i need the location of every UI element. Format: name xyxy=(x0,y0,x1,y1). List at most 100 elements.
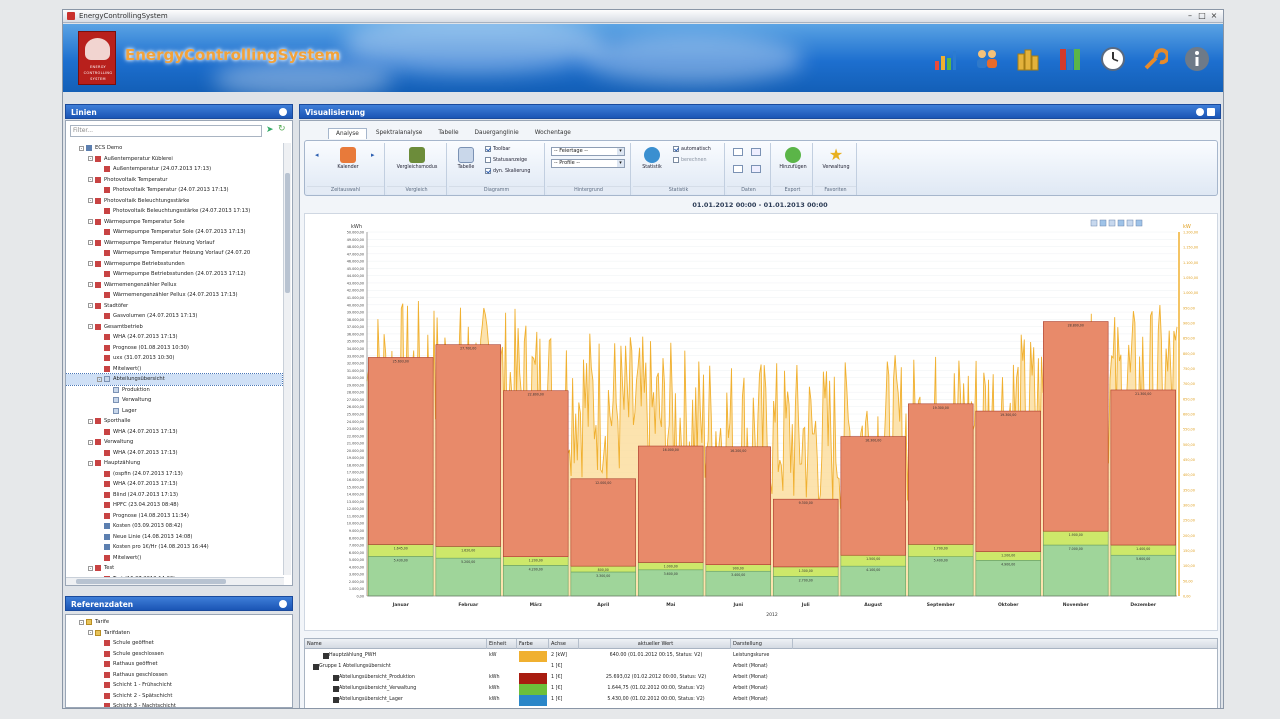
linien-tree-item[interactable]: Neue Linie (14.08.2013 14:08) xyxy=(66,532,282,543)
linien-tree-item[interactable]: - Wärmepumpe Temperatur Heizung Vorlauf xyxy=(66,238,282,249)
table-row[interactable]: Gruppe 1 Abteilungsübersicht 1 [€] Arbeit … xyxy=(305,662,1217,673)
referenzdaten-tree-item[interactable]: Rathaus geöffnet xyxy=(66,659,282,670)
col-name[interactable]: Name xyxy=(305,639,487,649)
linien-tree-item[interactable]: Wärmepumpe Temperatur Sole (24.07.2013 1… xyxy=(66,227,282,238)
linien-tree-item[interactable]: (ospfin (24.07.2013 17:13) xyxy=(66,469,282,480)
tab-wochentage[interactable]: Wochentage xyxy=(534,130,571,136)
panel-maximize-icon[interactable] xyxy=(1207,108,1215,116)
col-darstellung[interactable]: Darstellung xyxy=(731,639,793,649)
linien-tree-item[interactable]: Außentemperatur (24.07.2013 17:13) xyxy=(66,164,282,175)
coins-icon[interactable] xyxy=(1015,44,1043,74)
linien-tree-item[interactable]: HPFC (23.04.2013 08:48) xyxy=(66,500,282,511)
linien-tree-item[interactable]: Wärmepumpe Temperatur Heizung Vorlauf (2… xyxy=(66,248,282,259)
tab-spektralanalyse[interactable]: Spektralanalyse xyxy=(375,130,423,136)
linien-tree-item[interactable]: Mitelwert() xyxy=(66,364,282,375)
filter-go-icon[interactable]: ➤ xyxy=(266,125,274,135)
col-farbe[interactable]: Farbe xyxy=(517,639,549,649)
save-icon[interactable] xyxy=(751,165,761,173)
linien-tree-item[interactable]: Kosten (03.09.2013 08:42) xyxy=(66,521,282,532)
linien-tree-item[interactable]: Prognose (01.08.2013 10:30) xyxy=(66,343,282,354)
vergleichsmodus-button[interactable]: Vergleichsmodus xyxy=(391,147,443,170)
paste-icon[interactable] xyxy=(751,148,761,156)
linien-tree-item[interactable]: Wärmemengenzähler Pellux (24.07.2013 17:… xyxy=(66,290,282,301)
tab-tabelle[interactable]: Tabelle xyxy=(438,130,459,136)
feiertage-select[interactable]: -- Feiertage -- xyxy=(551,147,625,156)
linien-tree-item[interactable]: - Test xyxy=(66,563,282,574)
filter-input[interactable]: Filter... xyxy=(70,125,262,137)
pan-icon[interactable] xyxy=(1108,219,1116,227)
linien-tree-item[interactable]: - Photovoltaik Temperatur xyxy=(66,175,282,186)
expand-toggle-icon[interactable]: - xyxy=(88,418,93,424)
visibility-checkbox[interactable] xyxy=(313,664,319,670)
col-achse[interactable]: Achse xyxy=(549,639,579,649)
profile-select[interactable]: -- Profile -- xyxy=(551,159,625,168)
color-swatch[interactable] xyxy=(519,695,547,706)
table-row[interactable]: Hauptzählung_PWH kW 2 [kW] 640.00 (01.01.20… xyxy=(305,651,1217,662)
expand-toggle-icon[interactable]: - xyxy=(88,324,93,330)
maximize-icon[interactable]: □ xyxy=(1198,11,1206,20)
energy-chart[interactable]: 0,00 1.000,00 2.000,00 3.000,00 4.000,00 5.00… xyxy=(305,214,1217,630)
expand-toggle-icon[interactable]: - xyxy=(88,630,93,636)
close-icon[interactable]: × xyxy=(1210,11,1218,20)
expand-toggle-icon[interactable]: - xyxy=(79,619,84,625)
dyn-skalierung-checkbox[interactable]: dyn. Skalierung xyxy=(485,168,530,174)
zoom-out-icon[interactable] xyxy=(1099,219,1107,227)
referenzdaten-tree-item[interactable]: Schicht 2 - Spätschicht xyxy=(66,691,282,702)
col-einheit[interactable]: Einheit xyxy=(487,639,517,649)
expand-toggle-icon[interactable]: - xyxy=(88,565,93,571)
linien-tree-item[interactable]: - Abteilungsübersicht xyxy=(66,373,283,386)
panel-pin-icon[interactable] xyxy=(1196,108,1204,116)
referenzdaten-tree-item[interactable]: Schicht 3 - Nachtschicht xyxy=(66,701,282,707)
zoom-in-icon[interactable] xyxy=(1090,219,1098,227)
automatisch-checkbox[interactable]: automatisch xyxy=(673,146,711,152)
linien-tree-item[interactable]: - Sporthalle xyxy=(66,416,282,427)
refresh-icon[interactable]: ↻ xyxy=(278,124,286,134)
color-swatch[interactable] xyxy=(519,673,547,684)
linien-tree-item[interactable]: - Stadtöfer xyxy=(66,301,282,312)
tab-dauerganglinie[interactable]: Dauerganglinie xyxy=(474,130,519,136)
visibility-checkbox[interactable] xyxy=(333,697,339,703)
info-icon[interactable] xyxy=(1183,44,1211,74)
linien-tree-item[interactable]: WHA (24.07.2013 17:13) xyxy=(66,427,282,438)
people-icon[interactable] xyxy=(973,44,1001,74)
tree-horizontal-scrollbar[interactable] xyxy=(66,577,284,585)
referenzdaten-tree-item[interactable]: - Tarifdaten xyxy=(66,628,282,639)
linien-tree-item[interactable]: - Photovoltaik Beleuchtungsstärke xyxy=(66,196,282,207)
expand-toggle-icon[interactable]: - xyxy=(88,240,93,246)
linien-tree-item[interactable]: Kosten pro 1€/Hr (14.08.2013 16:44) xyxy=(66,542,282,553)
linien-tree-item[interactable]: Lager xyxy=(66,406,282,417)
tree-vertical-scrollbar[interactable] xyxy=(283,143,291,575)
linien-tree-item[interactable]: WHA (24.07.2013 17:13) xyxy=(66,448,282,459)
binders-icon[interactable] xyxy=(1057,44,1085,74)
linien-tree-item[interactable]: Gasvolumen (24.07.2013 17:13) xyxy=(66,311,282,322)
referenzdaten-tree-item[interactable]: - Tarife xyxy=(66,617,282,628)
print-icon[interactable] xyxy=(733,165,743,173)
linien-tree-item[interactable]: WHA (24.07.2013 17:13) xyxy=(66,479,282,490)
linien-tree-item[interactable]: uxx (31.07.2013 10:30) xyxy=(66,353,282,364)
minimize-icon[interactable]: – xyxy=(1188,11,1192,20)
tab-analyse[interactable]: Analyse xyxy=(328,128,367,139)
linien-tree-item[interactable]: Photovoltaik Beleuchtungsstärke (24.07.2… xyxy=(66,206,282,217)
linien-tree-item[interactable]: - ECS Demo xyxy=(66,143,282,154)
clock-icon[interactable] xyxy=(1099,44,1127,74)
expand-toggle-icon[interactable]: - xyxy=(88,439,93,445)
linien-tree-item[interactable]: - Wärmemengenzähler Pellux xyxy=(66,280,282,291)
linien-tree-item[interactable]: - Hauptzählung xyxy=(66,458,282,469)
verwaltung-button[interactable]: ★ Verwaltung xyxy=(822,145,850,171)
linien-tree-item[interactable]: - Gesamtbetrieb xyxy=(66,322,282,333)
hinzufuegen-button[interactable]: Hinzufügen xyxy=(775,147,811,170)
expand-toggle-icon[interactable]: - xyxy=(88,156,93,162)
linien-tree-item[interactable]: Prognose (14.08.2013 11:34) xyxy=(66,511,282,522)
referenzdaten-tree-item[interactable]: Schule geöffnet xyxy=(66,638,282,649)
visibility-checkbox[interactable] xyxy=(333,675,339,681)
settings-icon[interactable] xyxy=(1135,219,1143,227)
berechnen-checkbox[interactable]: berechnen xyxy=(673,157,707,163)
bar-chart-icon[interactable] xyxy=(931,44,959,74)
linien-tree-item[interactable]: Mitelwert() xyxy=(66,553,282,564)
col-aktueller-wert[interactable]: aktueller Wert xyxy=(579,639,731,649)
table-row[interactable]: Abteilungsübersicht_Produktion kWh 1 [€] 25… xyxy=(305,673,1217,684)
linien-tree-item[interactable]: WHA (24.07.2013 17:13) xyxy=(66,332,282,343)
panel-pin-icon[interactable] xyxy=(279,108,287,116)
copy-icon[interactable] xyxy=(733,148,743,156)
referenzdaten-tree-item[interactable]: Schule geschlossen xyxy=(66,649,282,660)
